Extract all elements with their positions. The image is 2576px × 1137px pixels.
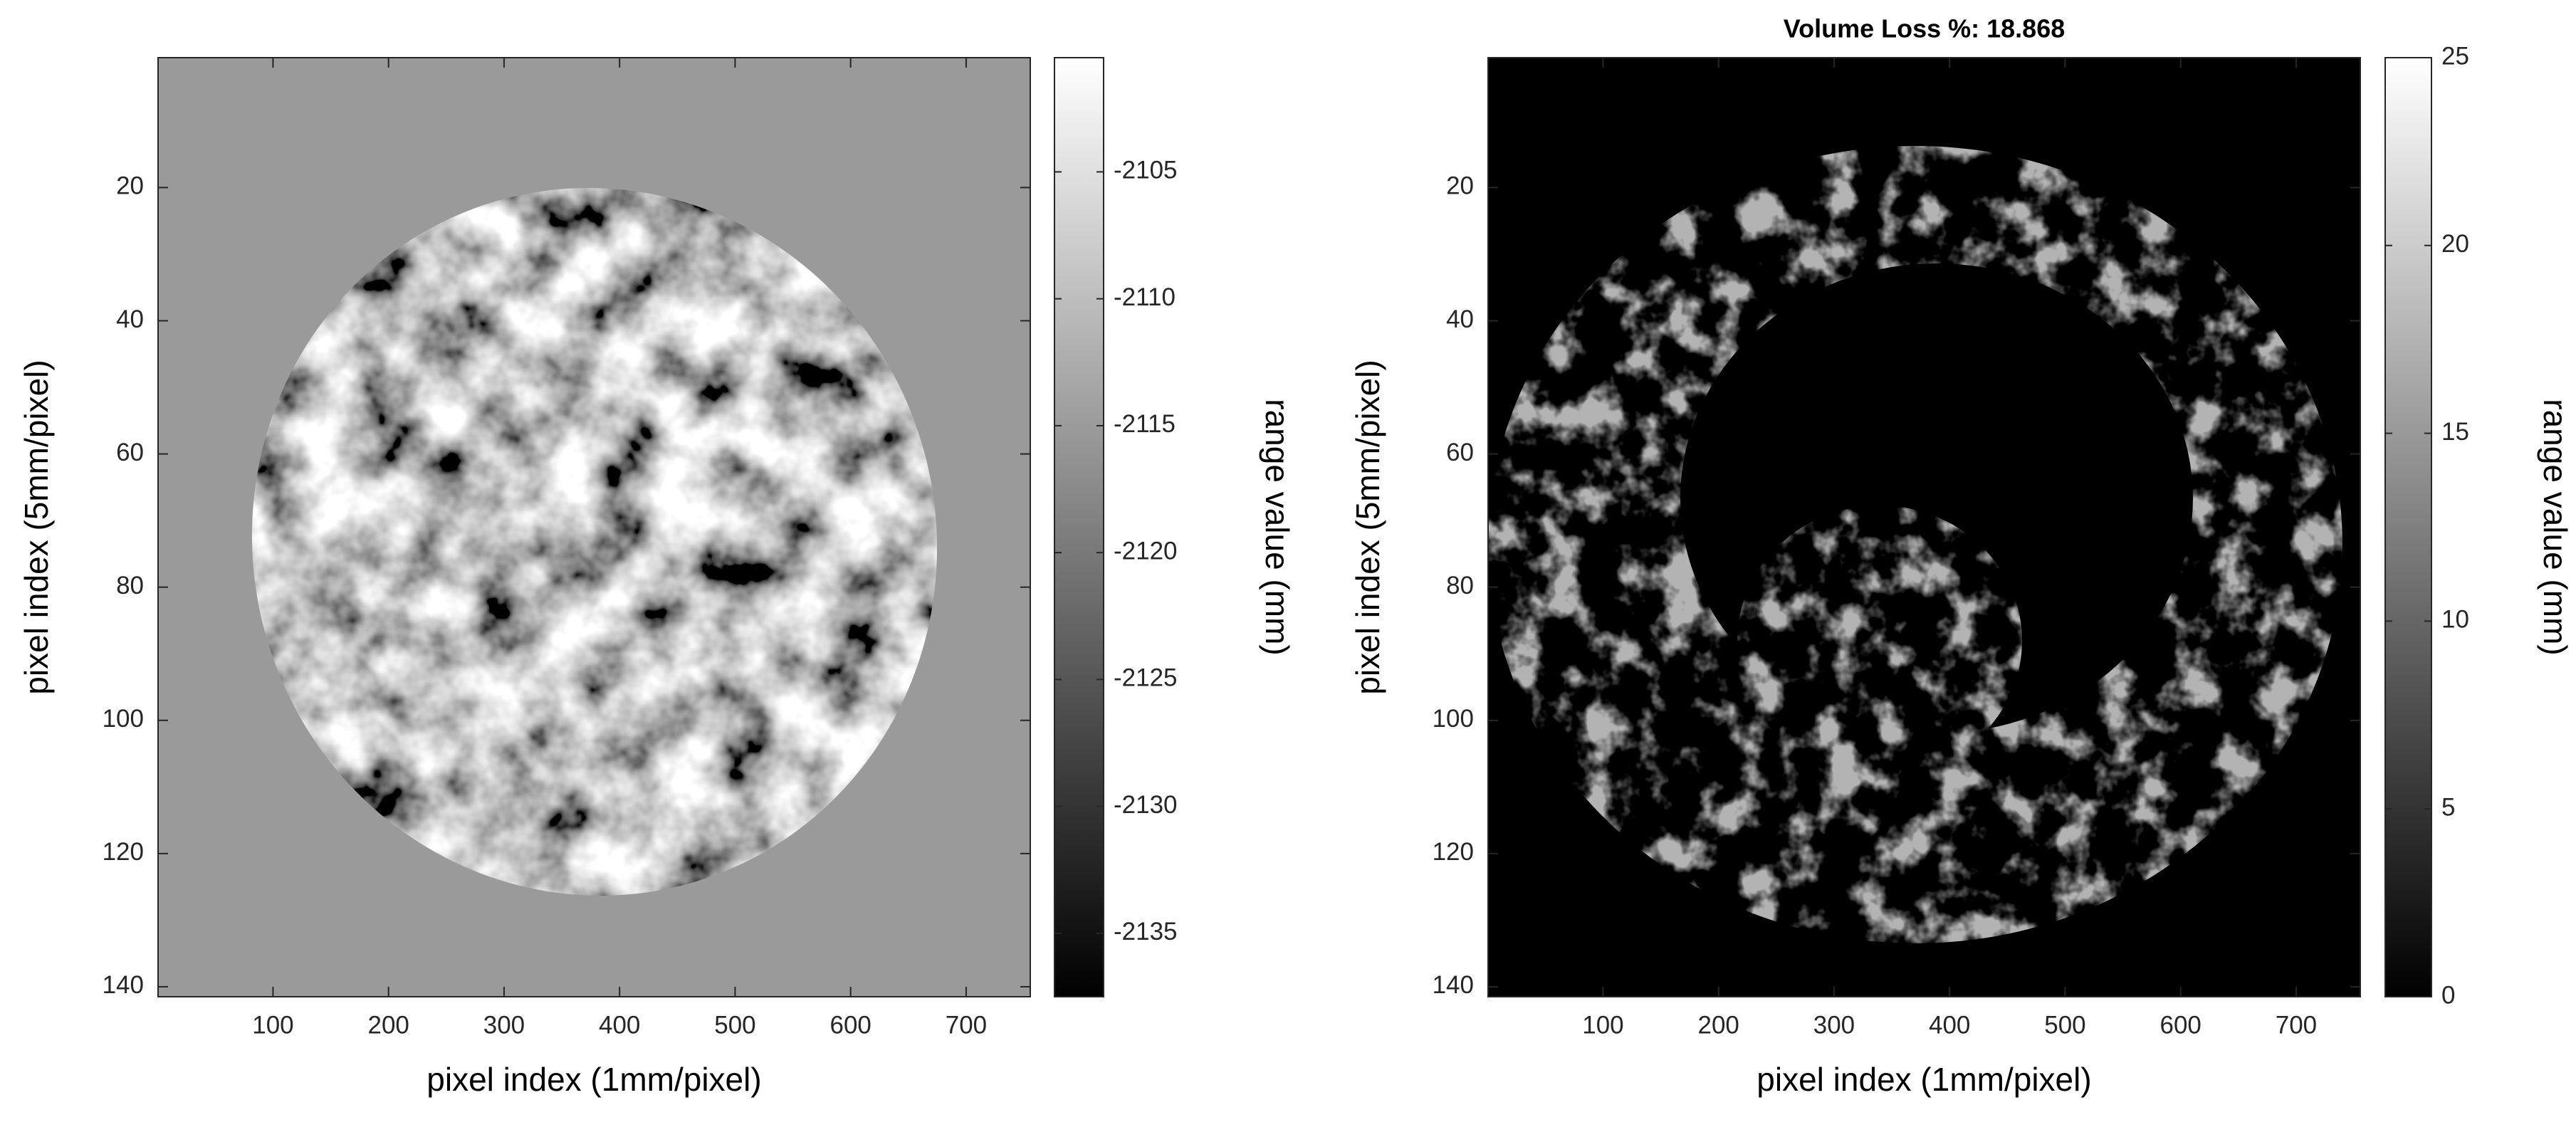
- axes-frame: [157, 57, 1031, 997]
- x-axis-label: pixel index (1mm/pixel): [1756, 1061, 2091, 1098]
- x-tick-label: 200: [1697, 1011, 1739, 1039]
- y-axis-label: pixel index (5mm/pixel): [1349, 360, 1386, 694]
- x-tick-label: 700: [946, 1011, 987, 1039]
- x-tick-label: 300: [483, 1011, 525, 1039]
- colorbar: [1054, 57, 1104, 997]
- y-tick-label: 40: [1446, 305, 1474, 333]
- y-tick-label: 20: [1446, 172, 1474, 200]
- colorbar-tick-label: -2120: [1114, 537, 1178, 565]
- x-tick-label: 600: [2159, 1011, 2201, 1039]
- colorbar-tick-label: -2115: [1114, 410, 1176, 438]
- colorbar-tick-label: 15: [2441, 418, 2469, 446]
- colorbar-tick-label: -2105: [1114, 157, 1178, 184]
- x-tick-label: 100: [1582, 1011, 1623, 1039]
- y-tick-label: 100: [1433, 705, 1474, 733]
- colorbar-tick-label: 5: [2441, 793, 2455, 821]
- colorbar-tick-label: -2125: [1114, 664, 1178, 692]
- heatmap-image: [158, 58, 1030, 997]
- y-tick-label: 80: [1446, 572, 1474, 599]
- x-tick-label: 200: [367, 1011, 409, 1039]
- colorbar-tick-label: -2130: [1114, 791, 1178, 819]
- y-tick-label: 100: [103, 705, 144, 733]
- heatmap-image: [1488, 58, 2360, 997]
- y-tick-label: 80: [116, 572, 144, 599]
- colorbar: [2384, 57, 2432, 997]
- y-tick-label: 140: [103, 971, 144, 999]
- colorbar-label: range value (mm): [2537, 399, 2574, 655]
- y-tick-label: 120: [1433, 838, 1474, 866]
- y-tick-label: 60: [116, 439, 144, 466]
- colorbar-tick-label: 25: [2441, 42, 2469, 70]
- x-tick-label: 500: [714, 1011, 755, 1039]
- colorbar-tick-label: 10: [2441, 606, 2469, 634]
- colorbar-label: range value (mm): [1259, 399, 1296, 655]
- y-axis-label: pixel index (5mm/pixel): [18, 360, 55, 694]
- x-tick-label: 500: [2044, 1011, 2085, 1039]
- colorbar-tick-label: 20: [2441, 230, 2469, 258]
- y-tick-label: 60: [1446, 439, 1474, 466]
- y-tick-label: 20: [116, 172, 144, 200]
- x-tick-label: 400: [599, 1011, 640, 1039]
- colorbar-tick-label: 0: [2441, 981, 2455, 1009]
- axes-frame: [1487, 57, 2361, 997]
- chart-title: Volume Loss %: 18.868: [1784, 14, 2065, 43]
- colorbar-tick-label: -2135: [1114, 918, 1178, 945]
- y-tick-label: 120: [103, 838, 144, 866]
- y-tick-label: 40: [116, 305, 144, 333]
- x-tick-label: 300: [1813, 1011, 1855, 1039]
- x-tick-label: 400: [1929, 1011, 1970, 1039]
- x-tick-label: 700: [2276, 1011, 2317, 1039]
- y-tick-label: 140: [1433, 971, 1474, 999]
- x-axis-label: pixel index (1mm/pixel): [426, 1061, 761, 1098]
- x-tick-label: 600: [829, 1011, 871, 1039]
- colorbar-tick-label: -2110: [1114, 283, 1176, 311]
- x-tick-label: 100: [252, 1011, 293, 1039]
